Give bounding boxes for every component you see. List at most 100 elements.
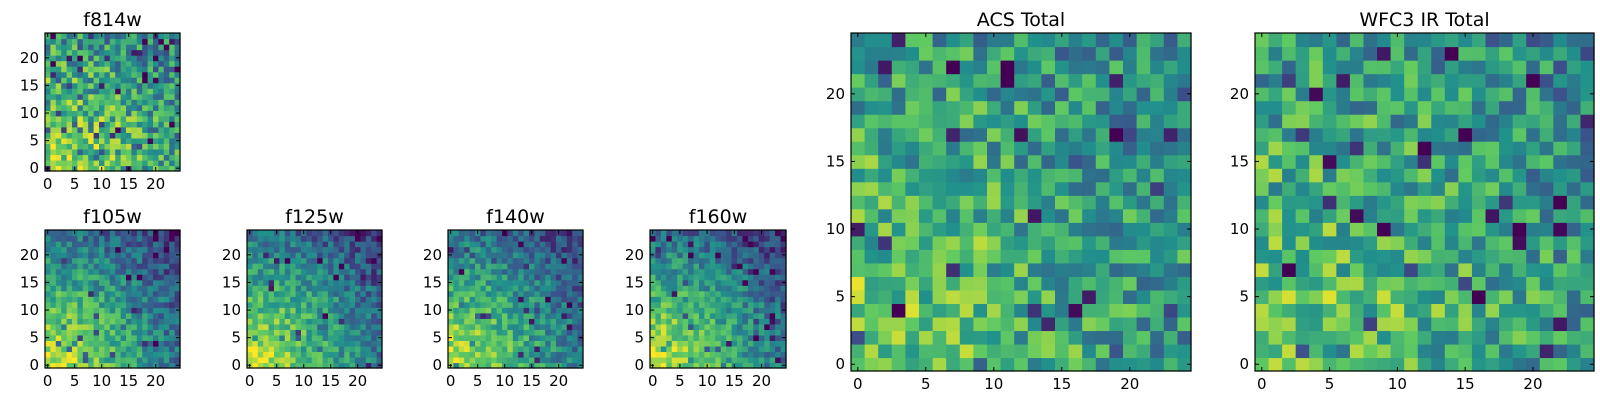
heatmap-cell <box>311 285 318 292</box>
heatmap-cell <box>572 301 579 308</box>
heatmap-cell <box>136 88 143 95</box>
heatmap-cell <box>655 362 662 369</box>
heatmap-cell <box>50 274 57 281</box>
heatmap-cell <box>1512 33 1527 48</box>
heatmap-cell <box>737 356 744 364</box>
heatmap-cell <box>1082 127 1097 142</box>
heatmap-cell <box>545 323 552 330</box>
heatmap-cell <box>572 268 579 275</box>
heatmap-cell <box>328 274 334 281</box>
heatmap-cell <box>55 290 62 297</box>
heatmap-cell <box>720 279 727 286</box>
heatmap-cell <box>142 99 149 106</box>
heatmap-cell <box>45 44 51 51</box>
heatmap-cell <box>153 88 159 95</box>
heatmap-cell <box>507 351 514 358</box>
heatmap-cell <box>365 340 372 347</box>
heatmap-cell <box>99 82 105 89</box>
heatmap-cell <box>946 330 961 345</box>
heatmap-cell <box>704 279 711 286</box>
heatmap-cell <box>77 71 84 78</box>
heatmap-cell <box>753 241 760 248</box>
heatmap-cell <box>311 274 318 281</box>
heatmap-cell <box>753 257 760 264</box>
heatmap-cell <box>88 55 95 62</box>
y-tick-label: 20 <box>826 85 845 103</box>
heatmap-cell <box>50 279 57 286</box>
heatmap-cell <box>780 274 787 281</box>
heatmap-cell <box>1580 276 1595 291</box>
heatmap-cell <box>550 334 557 341</box>
heatmap-cell <box>737 307 744 314</box>
heatmap-cell <box>769 230 776 237</box>
heatmap-cell <box>45 290 51 297</box>
heatmap-cell <box>147 334 154 341</box>
heatmap-cell <box>158 93 165 100</box>
heatmap-cell <box>1055 262 1070 277</box>
heatmap-cell <box>512 230 519 237</box>
heatmap-cell <box>475 268 481 275</box>
heatmap-cell <box>131 268 138 275</box>
heatmap-cell <box>279 312 286 319</box>
heatmap-cell <box>72 356 78 364</box>
heatmap-cell <box>550 312 557 319</box>
heatmap-cell <box>864 154 879 169</box>
heatmap-cell <box>174 159 181 167</box>
x-tick-label: 10 <box>294 372 313 390</box>
heatmap-cell <box>512 307 519 314</box>
heatmap-cell <box>1566 154 1582 169</box>
heatmap-cell <box>88 301 95 308</box>
heatmap-cell <box>163 44 170 51</box>
heatmap-cell <box>671 296 678 303</box>
heatmap-cell <box>1363 208 1378 223</box>
heatmap-cell <box>1322 73 1337 88</box>
heatmap-cell <box>1255 316 1270 332</box>
heatmap-cell <box>99 268 105 275</box>
heatmap-cell <box>93 312 100 319</box>
heatmap-cell <box>518 230 525 237</box>
heatmap-cell <box>104 93 111 100</box>
heatmap-cell <box>104 82 111 89</box>
heatmap-cell <box>115 334 122 341</box>
heatmap-cell <box>1136 168 1151 183</box>
heatmap-cell <box>666 268 673 275</box>
heatmap-cell <box>317 301 324 308</box>
heatmap-cell <box>561 312 568 319</box>
heatmap-cell <box>1095 73 1110 88</box>
heatmap-cell <box>1512 343 1527 359</box>
heatmap-cell <box>290 334 297 341</box>
heatmap-cell <box>545 356 552 364</box>
heatmap-cell <box>523 356 530 364</box>
heatmap-cell <box>1471 100 1487 115</box>
heatmap-cell <box>131 148 138 156</box>
heatmap-cell <box>349 340 356 347</box>
heatmap-cell <box>556 318 562 325</box>
heatmap-cell <box>55 154 62 161</box>
heatmap-cell <box>131 99 138 106</box>
heatmap-cell <box>163 71 170 78</box>
heatmap-cell <box>1150 235 1165 250</box>
heatmap-cell <box>523 329 530 336</box>
heatmap-cell <box>55 159 62 167</box>
heatmap-cell <box>1349 127 1365 142</box>
heatmap-cell <box>1068 330 1083 345</box>
heatmap-cell <box>109 71 116 78</box>
heatmap-cell <box>523 345 530 353</box>
heatmap-cell <box>720 263 727 270</box>
heatmap-cell <box>104 49 111 56</box>
heatmap-cell <box>66 290 73 297</box>
heatmap-cell <box>376 246 383 253</box>
heatmap-cell <box>737 257 744 264</box>
heatmap-cell <box>82 99 89 106</box>
heatmap-cell <box>655 345 662 353</box>
heatmap-cell <box>99 99 105 106</box>
heatmap-cell <box>453 290 460 297</box>
heatmap-cell <box>88 88 95 95</box>
heatmap-cell <box>753 323 760 330</box>
heatmap-cell <box>109 246 116 253</box>
heatmap-cell <box>344 318 351 325</box>
heatmap-cell <box>88 99 95 106</box>
y-tick-label: 15 <box>625 273 644 291</box>
heatmap-cell <box>109 334 116 341</box>
heatmap-cell <box>545 279 552 286</box>
